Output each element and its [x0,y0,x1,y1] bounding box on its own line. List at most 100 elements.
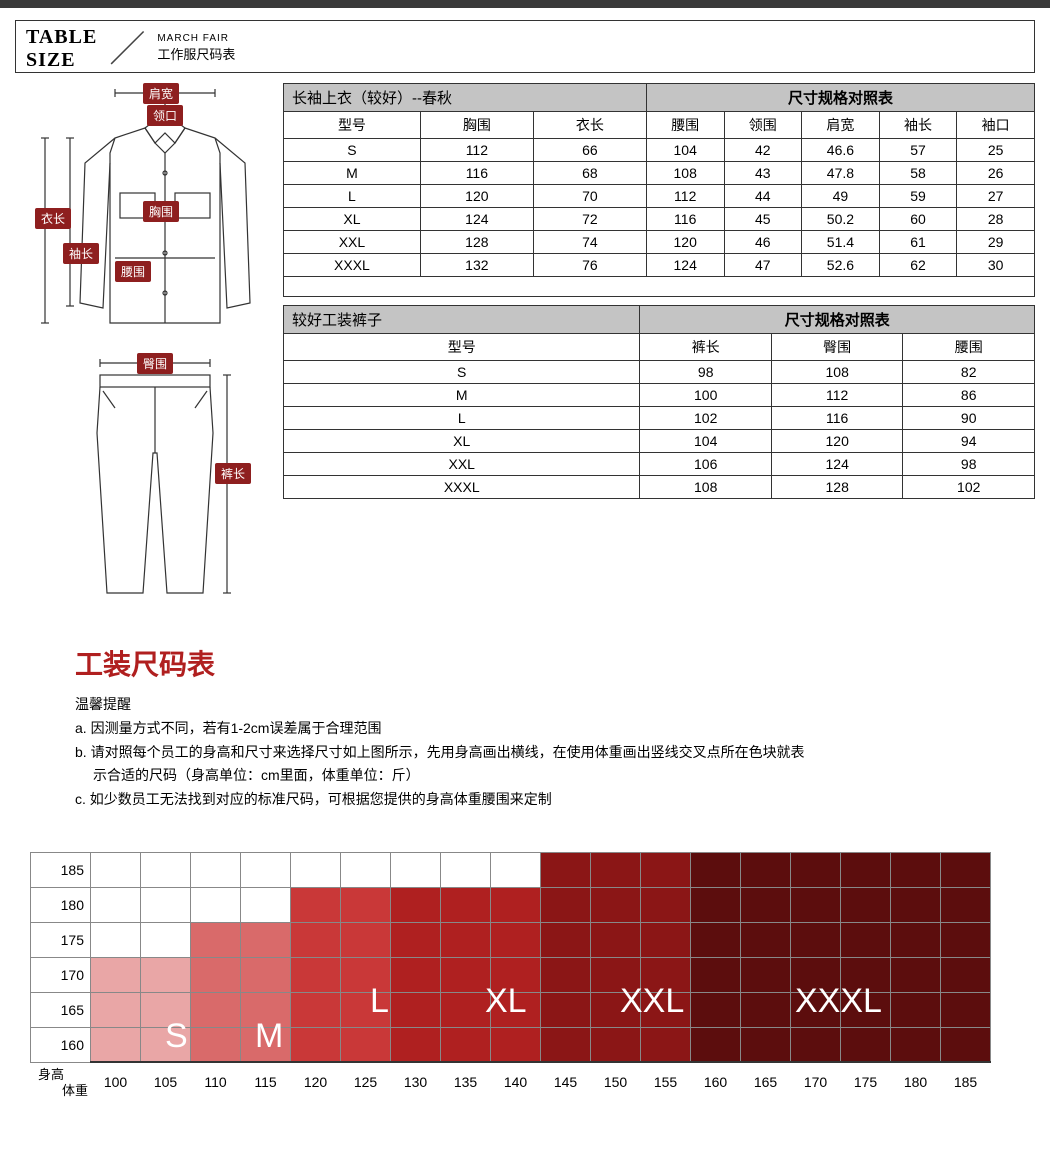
chart-cell [541,887,591,922]
chart-cell [791,1027,841,1062]
chart-cell [391,1027,441,1062]
table-row: S112661044246.65725 [284,139,1035,162]
chart-cell [941,887,991,922]
table-cell: 120 [771,430,902,453]
chart-x-label: 105 [141,1062,191,1097]
chart-cell [341,992,391,1027]
chart-cell [241,852,291,887]
table-row: L1207011244495927 [284,185,1035,208]
chart-cell [241,1027,291,1062]
chart-cell [691,852,741,887]
chart-cell [841,992,891,1027]
size-chart: 1851801751701651601001051101151201251301… [0,852,1050,1152]
table-cell: 46 [724,231,802,254]
label-hip: 臀围 [137,353,173,374]
chart-cell [91,992,141,1027]
jacket-col-head: 袖口 [957,112,1035,139]
table-cell: S [284,361,640,384]
table-cell: XXXL [284,254,421,277]
jacket-col-head: 型号 [284,112,421,139]
chart-cell [241,957,291,992]
chart-cell [891,1027,941,1062]
chart-cell [891,957,941,992]
chart-x-label: 150 [591,1062,641,1097]
table-cell: 66 [533,139,646,162]
header-section: TABLE SIZE ／ MARCH FAIR 工作服尺码表 [15,20,1035,73]
table-cell: 50.2 [802,208,880,231]
chart-cell [241,992,291,1027]
chart-cell [191,992,241,1027]
pants-title-left: 较好工装裤子 [284,306,640,334]
table-row: XXL128741204651.46129 [284,231,1035,254]
chart-cell [291,922,341,957]
chart-cell [441,1027,491,1062]
table-cell: 86 [903,384,1035,407]
table-cell: 27 [957,185,1035,208]
chart-x-label: 100 [91,1062,141,1097]
chart-cell [791,957,841,992]
table-cell: 124 [771,453,902,476]
diagram-column: 肩宽 领口 衣长 袖长 胸围 腰围 [15,83,265,613]
label-pants-length: 裤长 [215,463,251,484]
chart-y-label: 170 [31,957,91,992]
table-cell: 52.6 [802,254,880,277]
pants-size-table: 较好工装裤子尺寸规格对照表型号裤长臀围腰围S9810882M10011286L1… [283,305,1035,499]
table-cell: 106 [640,453,771,476]
chart-cell [491,922,541,957]
jacket-col-head: 肩宽 [802,112,880,139]
table-cell: XL [284,430,640,453]
pants-col-head: 裤长 [640,334,771,361]
chart-cell [291,852,341,887]
chart-cell [641,992,691,1027]
chart-cell [491,992,541,1027]
header-title-1: TABLE [26,26,97,49]
chart-cell [441,922,491,957]
chart-cell [391,852,441,887]
table-cell: 60 [879,208,957,231]
chart-cell [491,957,541,992]
tip-b1: b. 请对照每个员工的身高和尺寸来选择尺寸如上图所示，先用身高画出横线，在使用体… [75,741,1050,765]
table-cell: 43 [724,162,802,185]
chart-cell [341,922,391,957]
chart-x-label: 120 [291,1062,341,1097]
table-cell: 108 [640,476,771,499]
table-cell: 45 [724,208,802,231]
header-separator: ／ [109,29,145,69]
chart-cell [891,852,941,887]
label-waist: 腰围 [115,261,151,282]
table-row: XXL10612498 [284,453,1035,476]
table-cell: 132 [420,254,533,277]
table-cell: 70 [533,185,646,208]
table-row: S9810882 [284,361,1035,384]
table-cell: 104 [646,139,724,162]
chart-cell [541,852,591,887]
table-cell: 46.6 [802,139,880,162]
chart-cell [491,852,541,887]
chart-cell [191,957,241,992]
table-cell: 28 [957,208,1035,231]
chart-cell [591,887,641,922]
x-axis-label: 体重 [62,1080,88,1099]
chart-cell [841,887,891,922]
chart-cell [791,852,841,887]
table-cell: 47.8 [802,162,880,185]
chart-cell [891,887,941,922]
chart-cell [441,852,491,887]
table-cell: 74 [533,231,646,254]
chart-x-label: 130 [391,1062,441,1097]
chart-x-label: 140 [491,1062,541,1097]
chart-cell [91,1027,141,1062]
chart-cell [691,1027,741,1062]
table-cell: M [284,162,421,185]
jacket-title-left: 长袖上衣（较好）--春秋 [284,84,647,112]
table-cell: 90 [903,407,1035,430]
table-cell: 112 [771,384,902,407]
chart-cell [191,922,241,957]
table-cell: 58 [879,162,957,185]
table-cell: 49 [802,185,880,208]
table-cell: 26 [957,162,1035,185]
chart-cell [941,922,991,957]
table-row: XL10412094 [284,430,1035,453]
tips-section: 温馨提醒 a. 因测量方式不同，若有1-2cm误差属于合理范围 b. 请对照每个… [0,688,1050,852]
jacket-col-head: 腰围 [646,112,724,139]
